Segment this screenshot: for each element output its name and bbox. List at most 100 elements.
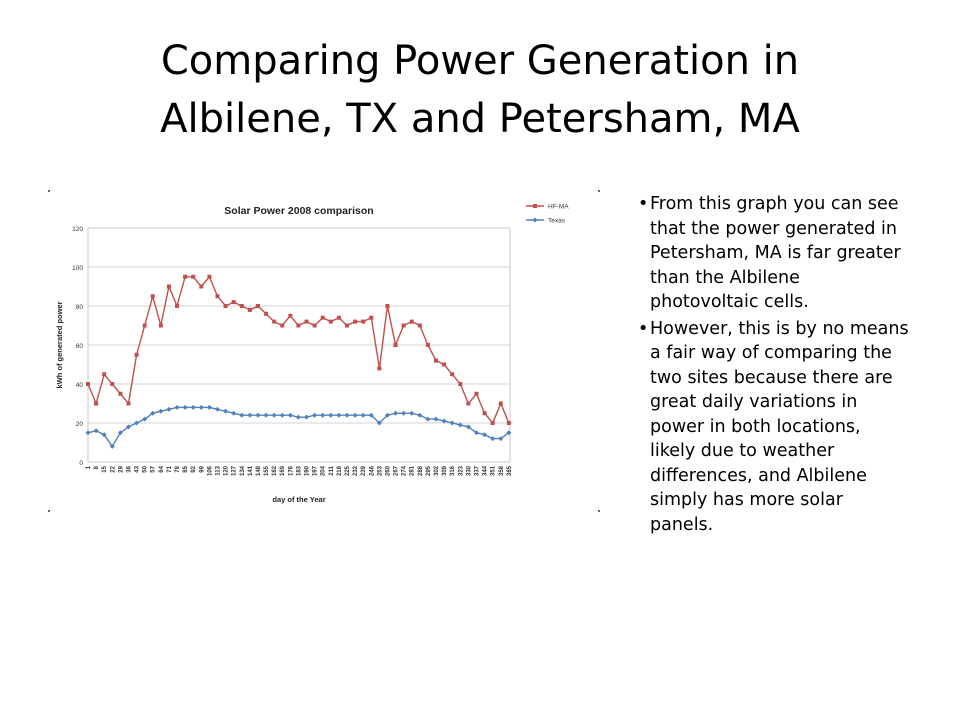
x-tick-label: 309	[442, 465, 448, 476]
x-tick-label: 316	[450, 465, 456, 476]
x-tick-label: 365	[507, 465, 513, 476]
x-tick-label: 162	[272, 465, 278, 476]
x-tick-label: 155	[264, 465, 270, 476]
data-point	[264, 311, 269, 316]
data-point	[442, 362, 447, 367]
data-point	[109, 443, 115, 449]
x-tick-label: 344	[483, 465, 489, 476]
data-point	[198, 404, 204, 410]
x-tick-label: 281	[410, 465, 416, 476]
corner-mark-bottom-left	[48, 510, 50, 512]
data-point	[498, 436, 504, 442]
data-point	[93, 428, 99, 434]
data-point	[166, 284, 171, 289]
x-tick-label: 50	[143, 465, 149, 472]
data-point	[490, 436, 496, 442]
data-point	[336, 315, 341, 320]
x-tick-label: 92	[191, 465, 197, 472]
data-point	[134, 352, 139, 357]
data-point	[288, 313, 293, 318]
data-point	[191, 274, 196, 279]
x-tick-label: 358	[499, 465, 505, 476]
chart-title: Solar Power 2008 comparison	[224, 205, 373, 217]
data-point	[280, 323, 285, 328]
data-point	[295, 414, 301, 420]
data-point	[134, 420, 140, 426]
data-point	[490, 421, 495, 425]
x-tick-label: 295	[426, 465, 432, 476]
data-point	[117, 430, 123, 436]
data-point	[368, 412, 374, 418]
x-tick-label: 148	[256, 465, 262, 476]
data-point	[417, 323, 422, 328]
data-point	[101, 432, 107, 438]
x-tick-label: 1	[86, 465, 92, 469]
x-tick-label: 197	[313, 465, 319, 476]
data-point	[142, 416, 148, 422]
x-tick-label: 134	[240, 465, 246, 476]
slide-title-line-2: Albilene, TX and Petersham, MA	[160, 96, 800, 142]
data-point	[214, 406, 220, 412]
data-point	[158, 323, 163, 328]
chart-image: Solar Power 2008 comparison 0 20 40 60 80 100 1…	[48, 190, 600, 512]
data-point	[457, 422, 463, 428]
x-tick-label: 253	[377, 465, 383, 476]
data-point	[376, 420, 382, 426]
data-point	[409, 410, 415, 416]
data-point	[296, 323, 301, 328]
data-point	[199, 284, 204, 289]
data-point	[328, 319, 333, 324]
x-tick-label: 43	[135, 465, 141, 472]
bullet-text: However, this is by no means a fair way …	[650, 318, 909, 535]
y-tick-label: 40	[76, 382, 84, 389]
x-tick-label: 64	[159, 465, 165, 472]
data-point	[336, 412, 342, 418]
x-tick-label: 337	[474, 465, 480, 476]
x-tick-label: 99	[199, 465, 205, 472]
data-point	[272, 319, 277, 324]
bullet-item: • From this graph you can see that the p…	[638, 192, 910, 315]
data-point	[401, 323, 406, 328]
x-tick-label: 330	[466, 465, 472, 476]
x-tick-label: 211	[329, 465, 335, 475]
y-tick-label: 100	[72, 265, 83, 272]
bullet-item: • However, this is by no means a fair wa…	[638, 317, 910, 538]
data-point	[158, 408, 164, 414]
data-point	[231, 410, 237, 416]
data-point	[352, 412, 358, 418]
x-tick-label: 218	[337, 465, 343, 476]
data-point	[360, 412, 366, 418]
data-point	[255, 304, 260, 308]
data-point	[369, 315, 374, 320]
data-point	[206, 404, 212, 410]
data-point	[320, 315, 325, 320]
legend-marker	[532, 217, 538, 223]
x-tick-label: 57	[151, 465, 157, 472]
data-point	[247, 412, 253, 418]
data-point	[312, 323, 317, 328]
slide-title-line-1: Comparing Power Generation in	[160, 38, 800, 84]
legend-label: Texas	[548, 218, 566, 225]
data-point	[118, 391, 123, 396]
solar-power-chart: Solar Power 2008 comparison 0 20 40 60 80 100 1…	[55, 204, 569, 505]
data-point	[174, 404, 180, 410]
y-tick-label: 0	[79, 460, 83, 467]
slide-title: Comparing Power Generation in Albilene, …	[40, 32, 920, 148]
x-tick-label: 127	[232, 465, 238, 476]
data-point	[247, 307, 252, 312]
data-point	[126, 401, 131, 406]
x-tick-label: 120	[224, 465, 230, 476]
data-point	[474, 391, 479, 396]
x-tick-label: 190	[305, 465, 311, 476]
series-line-HF-MA	[87, 275, 510, 425]
legend-marker	[533, 204, 537, 208]
data-point	[94, 401, 99, 406]
data-point	[506, 430, 512, 436]
data-point	[506, 421, 511, 425]
data-point	[110, 382, 115, 386]
data-point	[102, 372, 107, 377]
data-point	[279, 412, 285, 418]
data-point	[425, 343, 430, 347]
x-tick-label: 274	[402, 465, 408, 476]
bullet-list: • From this graph you can see that the p…	[638, 192, 910, 539]
